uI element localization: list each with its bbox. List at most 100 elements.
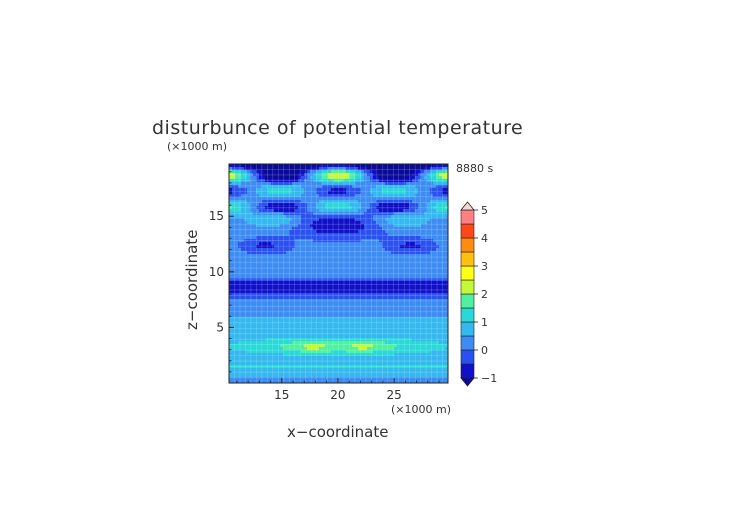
field-cell — [274, 194, 278, 198]
field-cell — [238, 329, 242, 333]
field-cell — [253, 200, 257, 204]
field-cell — [334, 329, 338, 333]
field-cell — [436, 167, 440, 171]
field-cell — [232, 278, 236, 282]
field-cell — [340, 296, 344, 300]
field-cell — [409, 218, 413, 222]
field-cell — [445, 179, 449, 183]
field-cell — [238, 353, 242, 357]
field-cell — [325, 332, 329, 336]
field-cell — [346, 320, 350, 324]
field-cell — [322, 356, 326, 360]
field-cell — [316, 251, 320, 255]
field-cell — [316, 365, 320, 369]
field-cell — [424, 194, 428, 198]
field-cell — [307, 257, 311, 261]
field-cell — [340, 257, 344, 261]
field-cell — [436, 176, 440, 180]
field-cell — [274, 323, 278, 327]
field-cell — [415, 212, 419, 216]
field-cell — [241, 188, 245, 192]
field-cell — [349, 173, 353, 177]
field-cell — [367, 344, 371, 348]
field-cell — [238, 317, 242, 321]
field-cell — [328, 200, 332, 204]
field-cell — [436, 257, 440, 261]
field-cell — [241, 368, 245, 372]
field-cell — [283, 320, 287, 324]
field-cell — [388, 215, 392, 219]
field-cell — [385, 311, 389, 315]
field-cell — [271, 344, 275, 348]
field-cell — [274, 359, 278, 363]
field-cell — [427, 257, 431, 261]
field-cell — [373, 281, 377, 285]
field-cell — [250, 338, 254, 342]
field-cell — [265, 251, 269, 255]
field-cell — [430, 299, 434, 303]
field-cell — [256, 365, 260, 369]
field-cell — [388, 269, 392, 273]
field-cell — [364, 362, 368, 366]
field-cell — [391, 242, 395, 246]
field-cell — [274, 299, 278, 303]
field-cell — [313, 368, 317, 372]
field-cell — [265, 278, 269, 282]
field-cell — [274, 263, 278, 267]
field-cell — [292, 332, 296, 336]
field-cell — [241, 269, 245, 273]
field-cell — [265, 206, 269, 210]
field-cell — [361, 314, 365, 318]
field-cell — [430, 257, 434, 261]
field-cell — [403, 338, 407, 342]
field-cell — [361, 203, 365, 207]
field-cell — [241, 314, 245, 318]
field-cell — [406, 257, 410, 261]
field-cell — [343, 194, 347, 198]
field-cell — [289, 191, 293, 195]
field-cell — [304, 308, 308, 312]
field-cell — [406, 254, 410, 258]
field-cell — [427, 197, 431, 201]
field-cell — [355, 179, 359, 183]
field-cell — [364, 281, 368, 285]
field-cell — [430, 227, 434, 231]
field-cell — [262, 287, 266, 291]
field-cell — [412, 185, 416, 189]
field-cell — [427, 356, 431, 360]
field-cell — [265, 266, 269, 270]
field-cell — [370, 347, 374, 351]
field-cell — [331, 353, 335, 357]
field-cell — [286, 365, 290, 369]
field-cell — [430, 176, 434, 180]
field-cell — [286, 305, 290, 309]
field-cell — [325, 302, 329, 306]
field-cell — [322, 350, 326, 354]
field-cell — [292, 305, 296, 309]
field-cell — [235, 164, 239, 168]
field-cell — [298, 353, 302, 357]
field-cell — [439, 194, 443, 198]
field-cell — [418, 365, 422, 369]
field-cell — [256, 254, 260, 258]
field-cell — [433, 308, 437, 312]
field-cell — [253, 224, 257, 228]
field-cell — [394, 278, 398, 282]
field-cell — [286, 296, 290, 300]
field-cell — [286, 350, 290, 354]
field-cell — [445, 200, 449, 204]
field-cell — [367, 263, 371, 267]
field-cell — [421, 293, 425, 297]
field-cell — [265, 185, 269, 189]
field-cell — [289, 332, 293, 336]
field-cell — [304, 227, 308, 231]
field-cell — [355, 200, 359, 204]
field-cell — [409, 167, 413, 171]
field-cell — [415, 323, 419, 327]
field-cell — [388, 302, 392, 306]
field-cell — [241, 284, 245, 288]
field-cell — [304, 284, 308, 288]
field-cell — [364, 221, 368, 225]
field-cell — [400, 221, 404, 225]
field-cell — [244, 170, 248, 174]
